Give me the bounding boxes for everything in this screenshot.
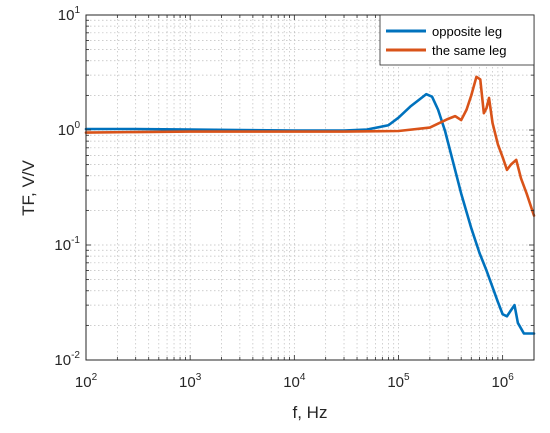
x-tick-labels: 102 103 104 105 106	[75, 372, 514, 391]
x-tick-label-exponent: 3	[196, 372, 202, 383]
y-tick-label-base: 10	[58, 122, 75, 139]
plot-area	[86, 15, 534, 360]
x-tick-label-exponent: 2	[92, 372, 98, 383]
legend-label-opposite-leg: opposite leg	[432, 24, 502, 39]
y-tick-label: 10-2	[54, 350, 80, 369]
series-lines	[84, 75, 536, 335]
x-tick-label-exponent: 4	[300, 372, 306, 383]
axis-ticks	[85, 14, 535, 361]
x-tick-label-base: 10	[283, 374, 300, 391]
y-tick-label: 100	[58, 120, 81, 139]
x-tick-label: 106	[492, 372, 515, 391]
x-tick-label-base: 10	[387, 374, 404, 391]
x-tick-label-base: 10	[179, 374, 196, 391]
y-tick-label: 101	[58, 5, 81, 24]
y-tick-label: 10-1	[54, 235, 80, 254]
plot-frame	[85, 14, 535, 361]
x-tick-label: 105	[387, 372, 410, 391]
x-tick-label-exponent: 6	[508, 372, 514, 383]
legend-label-the-same-leg: the same leg	[432, 43, 506, 58]
x-tick-label: 104	[283, 372, 306, 391]
x-tick-label-exponent: 5	[404, 372, 410, 383]
y-tick-label-base: 10	[54, 352, 71, 369]
y-tick-label-exponent: -2	[71, 350, 80, 361]
x-tick-label-base: 10	[492, 374, 509, 391]
legend: opposite leg the same leg	[379, 14, 535, 66]
legend-box	[379, 14, 535, 66]
y-tick-label-exponent: 0	[74, 120, 80, 131]
x-axis-label: f, Hz	[293, 403, 328, 422]
y-axis-label: TF, V/V	[19, 159, 38, 215]
y-tick-label-base: 10	[54, 237, 71, 254]
x-tick-label-base: 10	[75, 374, 92, 391]
x-tick-label: 103	[179, 372, 202, 391]
y-tick-label-exponent: 1	[74, 5, 80, 16]
y-tick-label-exponent: -1	[71, 235, 80, 246]
series-line-the-same-leg	[84, 75, 536, 217]
y-tick-label-base: 10	[58, 7, 75, 24]
x-tick-label: 102	[75, 372, 98, 391]
